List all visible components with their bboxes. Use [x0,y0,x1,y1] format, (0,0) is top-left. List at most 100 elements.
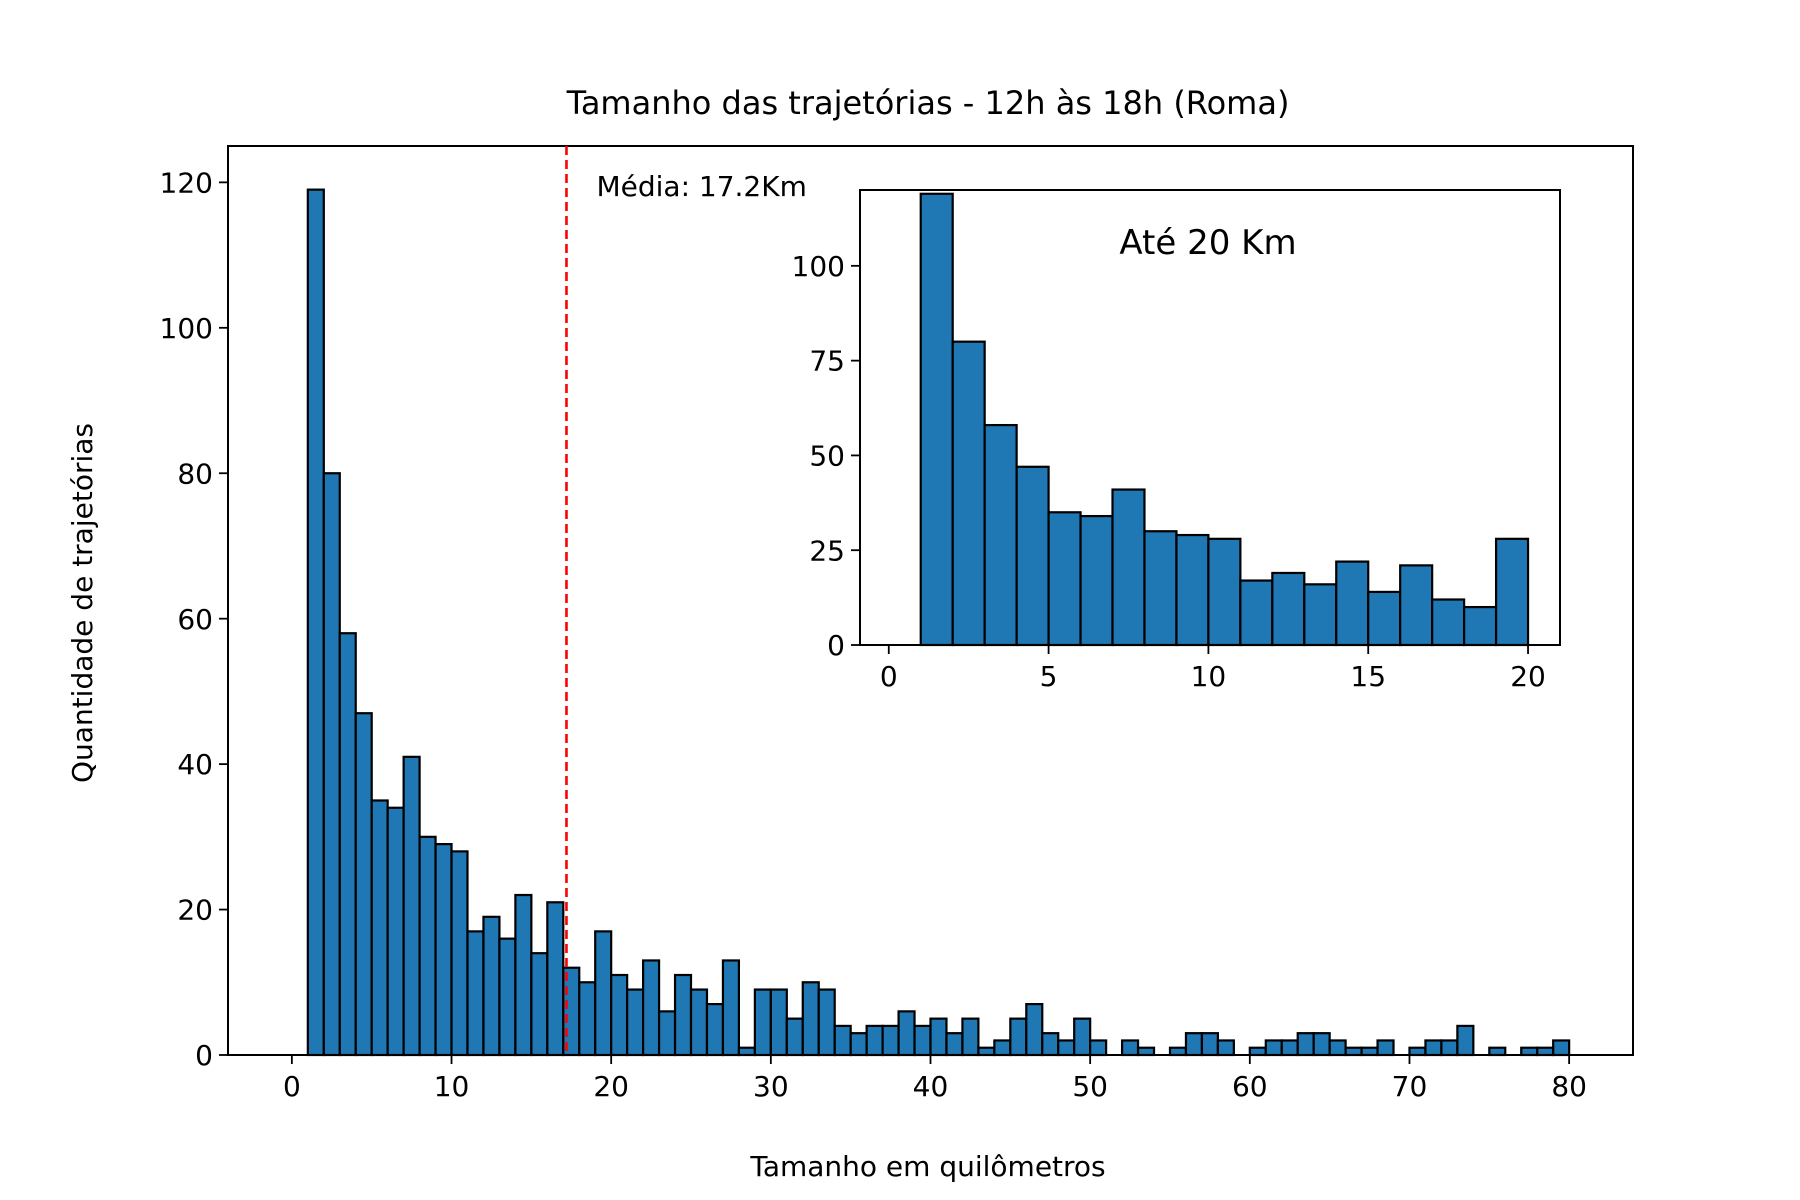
chart-title: Tamanho das trajetórias - 12h às 18h (Ro… [566,84,1290,122]
bar [1312,1032,1331,1057]
bar [322,472,341,1057]
bar [1184,1032,1204,1057]
x-tick-label: 70 [1392,1070,1428,1103]
bar [1041,1032,1060,1057]
inset-bar [1399,564,1434,647]
inset-y-tick-label: 100 [792,250,845,283]
bar [306,188,325,1057]
bar [913,1024,932,1057]
inset-x-tick-label: 15 [1350,660,1386,693]
bar [785,1017,804,1057]
inset-y-tick-label: 25 [809,534,845,567]
bar [354,712,373,1057]
inset-bar [1111,488,1146,647]
inset-bar [1175,533,1210,647]
bar [1456,1024,1475,1057]
x-tick-label: 30 [753,1070,789,1103]
bar [1248,1046,1267,1057]
bar [1536,1046,1555,1057]
bar [1120,1039,1140,1057]
bar [1440,1039,1459,1057]
inset-bar [919,192,954,647]
y-tick-label: 80 [177,457,213,490]
inset-bar [1143,530,1178,647]
bar [769,988,788,1057]
inset-bar [1239,579,1274,647]
x-tick-label: 60 [1232,1070,1268,1103]
bar [1264,1039,1283,1057]
inset-histogram: 0 5 10 15 20 0 25 50 75 100 Até 20 Km [792,189,1561,693]
bar [849,1032,868,1057]
y-axis-label: Quantidade de trajetórias [66,423,99,783]
bar [1424,1039,1443,1057]
bar [705,1002,725,1057]
x-tick-label: 10 [434,1070,470,1103]
bar [1296,1032,1315,1057]
inset-x-tick-label: 0 [880,660,898,693]
bar [977,1046,996,1057]
bar [1280,1039,1299,1057]
bar [642,959,661,1057]
inset-axes-frame [859,189,1561,646]
bar [945,1032,964,1057]
bar [546,901,565,1057]
bar [418,835,437,1057]
inset-bar [1271,571,1306,647]
bar [689,988,709,1057]
bar [1344,1046,1363,1057]
x-tick-label: 80 [1551,1070,1587,1103]
inset-bar [983,423,1018,647]
inset-x-tick-label: 10 [1191,660,1227,693]
bar [386,806,405,1057]
bar [801,981,820,1057]
bar [434,843,453,1057]
bar [929,1017,948,1057]
bar [1057,1039,1076,1057]
inset-bar [951,340,986,647]
inset-x-tick-label: 20 [1510,660,1546,693]
bar [1168,1046,1188,1057]
bar [1408,1046,1427,1057]
x-tick-label: 20 [593,1070,629,1103]
bar [338,632,357,1057]
y-tick-label: 120 [160,166,213,199]
inset-bar [1207,537,1242,647]
bar [594,930,613,1057]
inset-bar [1431,598,1466,647]
mean-label: Média: 17.2Km [596,170,806,203]
bar [1328,1039,1347,1057]
inset-bar [1367,590,1402,647]
x-tick-label: 0 [283,1070,301,1103]
bar [370,799,389,1057]
bar [1136,1046,1156,1057]
bar [482,915,501,1057]
inset-x-tick-label: 5 [1040,660,1058,693]
inset-bar [1335,560,1370,647]
bar [897,1010,916,1057]
bar [1089,1039,1108,1057]
bar [753,988,772,1057]
bar [1552,1039,1571,1057]
x-tick-label: 40 [913,1070,949,1103]
inset-bar [1079,514,1114,647]
bar [1520,1046,1539,1057]
inset-bar [1015,465,1050,647]
bar [737,1046,756,1057]
inset-y-tick-label: 0 [827,629,845,662]
bar [626,988,645,1057]
inset-bar [1494,537,1530,647]
bar [1488,1046,1507,1057]
inset-y-tick-label: 50 [809,439,845,472]
x-tick-label: 50 [1072,1070,1108,1103]
inset-bar [1047,511,1082,647]
bar [881,1024,900,1057]
y-tick-label: 20 [177,894,213,927]
bar [961,1017,980,1057]
bar [817,988,836,1057]
y-tick-label: 0 [195,1039,213,1072]
x-axis-label: Tamanho em quilômetros [749,1150,1105,1183]
bar [1073,1017,1092,1057]
bar [1360,1046,1379,1057]
bar [466,930,485,1057]
